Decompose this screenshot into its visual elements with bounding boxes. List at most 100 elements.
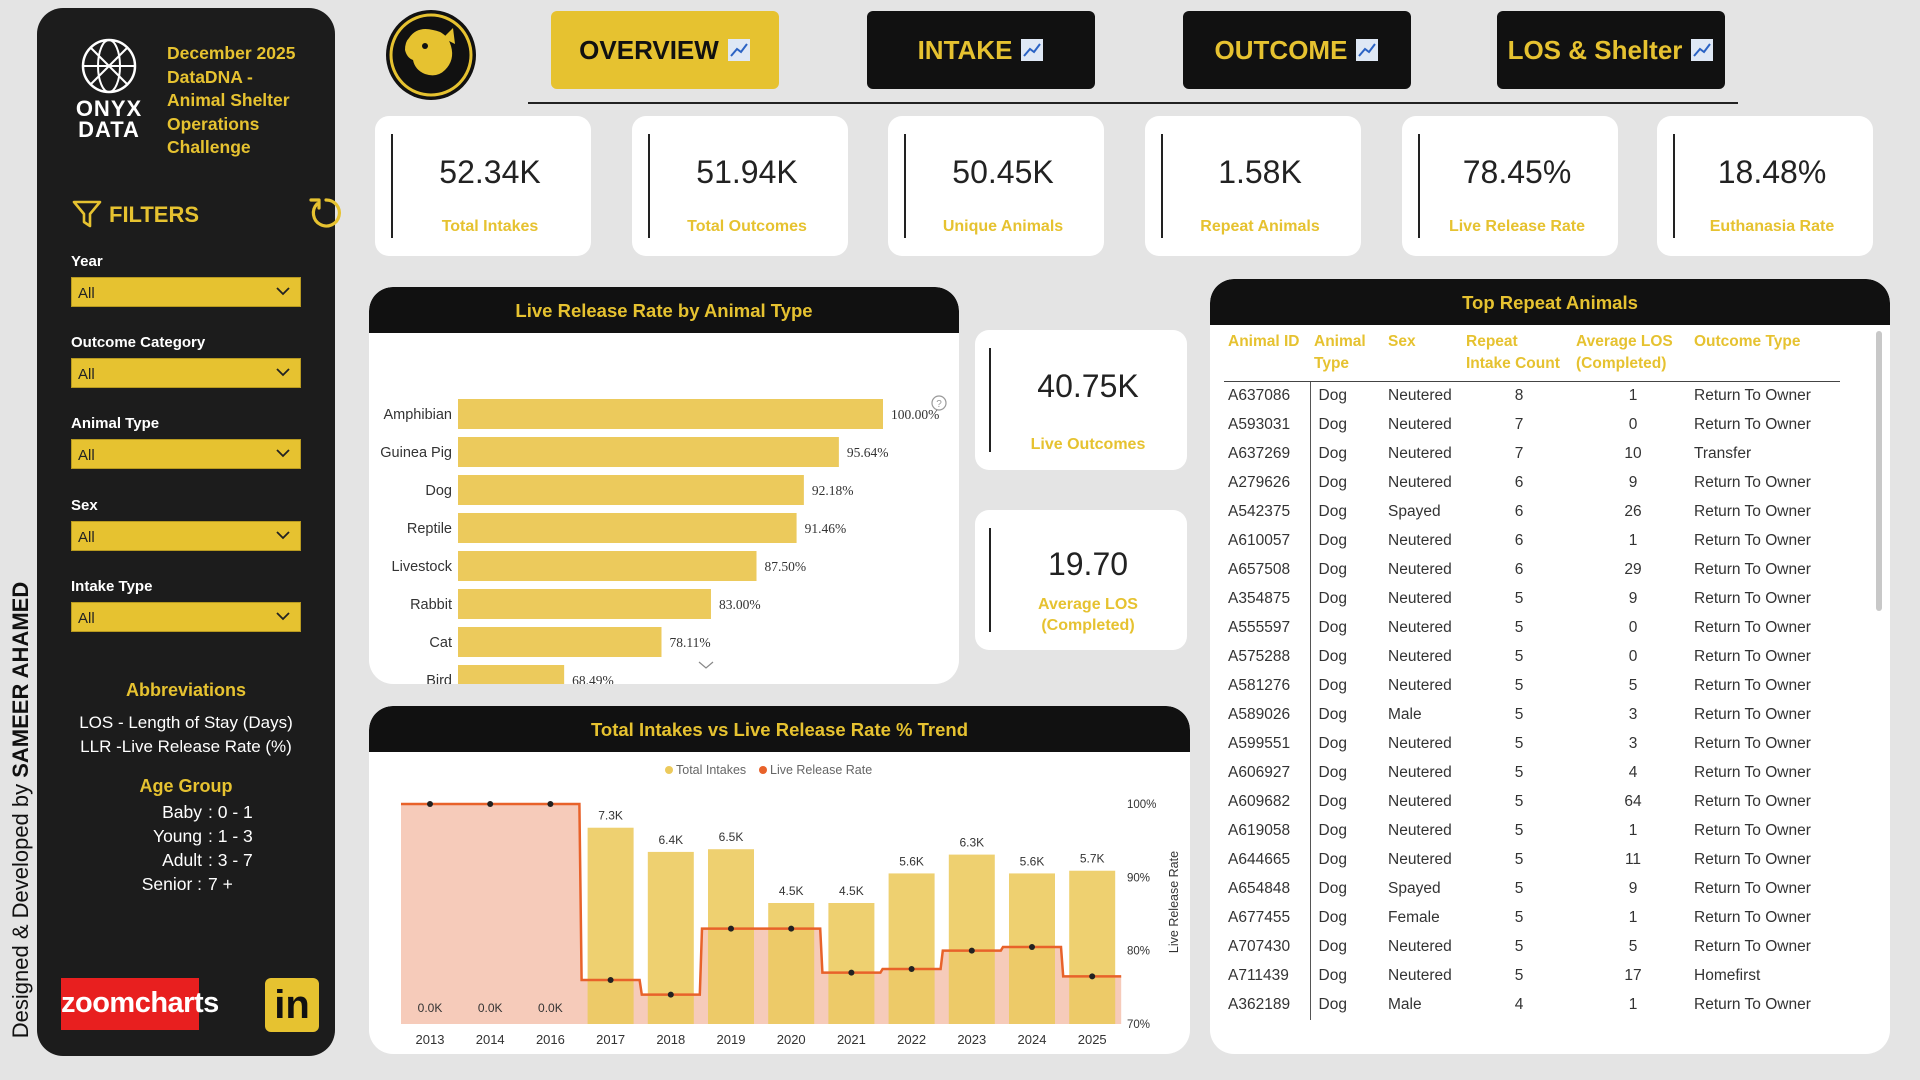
table-row[interactable]: A555597 Dog Neutered 5 0 Return To Owner: [1224, 613, 1840, 643]
llr-point[interactable]: [427, 801, 433, 807]
table-row[interactable]: A606927 Dog Neutered 5 4 Return To Owner: [1224, 758, 1840, 788]
intake-bar[interactable]: [1069, 870, 1116, 1024]
llr-point[interactable]: [968, 947, 975, 954]
linkedin-icon[interactable]: in: [265, 978, 319, 1032]
bar[interactable]: [458, 437, 839, 467]
table-row[interactable]: A581276 Dog Neutered 5 5 Return To Owner: [1224, 671, 1840, 701]
bar-data-label: 5.7K: [1080, 852, 1105, 866]
y2-tick-label: 70%: [1127, 1019, 1150, 1031]
table-cell: 5: [1514, 793, 1524, 810]
tab-los-shelter[interactable]: LOS & Shelter: [1497, 11, 1725, 89]
llr-point[interactable]: [788, 925, 795, 932]
column-header-line: Animal: [1314, 333, 1366, 350]
bar-data-label: 5.6K: [899, 854, 924, 868]
column-header[interactable]: Animal ID: [1224, 325, 1310, 382]
bar-data-label: 83.00%: [719, 597, 761, 612]
table-row[interactable]: A589026 Dog Male 5 3 Return To Owner: [1224, 700, 1840, 730]
challenge-line: DataDNA -: [167, 66, 253, 87]
llr-point[interactable]: [848, 969, 855, 976]
column-header[interactable]: Sex: [1384, 325, 1462, 382]
bar[interactable]: [458, 589, 711, 619]
x-tick-label: 2017: [596, 1032, 625, 1047]
bar-data-label: 6.4K: [658, 833, 683, 847]
table-scrollbar[interactable]: [1876, 331, 1882, 611]
llr-point[interactable]: [908, 966, 915, 972]
table-row[interactable]: A657508 Dog Neutered 6 29 Return To Owner: [1224, 555, 1840, 585]
intake-bar[interactable]: [768, 903, 815, 1024]
year-dropdown[interactable]: All: [71, 277, 301, 307]
table-row[interactable]: A707430 Dog Neutered 5 5 Return To Owner: [1224, 932, 1840, 962]
table-row[interactable]: A575288 Dog Neutered 5 0 Return To Owner: [1224, 642, 1840, 672]
table-cell: 1: [1628, 532, 1638, 549]
table-row[interactable]: A354875 Dog Neutered 5 9 Return To Owner: [1224, 584, 1840, 614]
x-tick-label: 2018: [656, 1032, 685, 1047]
llr-point[interactable]: [547, 801, 554, 807]
llr-point[interactable]: [607, 977, 614, 983]
table-row[interactable]: A637269 Dog Neutered 7 10 Transfer: [1224, 439, 1840, 469]
kpi-label-line: (Completed): [1041, 617, 1135, 634]
table-cell: A606927: [1224, 758, 1311, 788]
intake-bar[interactable]: [587, 827, 634, 1024]
table-row[interactable]: A644665 Dog Neutered 5 11 Return To Owner: [1224, 845, 1840, 875]
help-icon[interactable]: [931, 395, 947, 411]
bar[interactable]: [458, 399, 883, 429]
table-row[interactable]: A599551 Dog Neutered 5 3 Return To Owner: [1224, 729, 1840, 759]
logo-line-2: DATA: [78, 117, 140, 142]
age-group-range: : 1 - 3: [208, 826, 253, 846]
llr-point[interactable]: [487, 801, 494, 807]
column-header[interactable]: Repeat Intake Count: [1462, 325, 1572, 382]
table-row[interactable]: A711439 Dog Neutered 5 17 Homefirst: [1224, 961, 1840, 991]
dropdown-value: All: [78, 529, 95, 546]
intake-bar[interactable]: [828, 903, 875, 1024]
zoomcharts-logo[interactable]: zoomcharts: [61, 978, 219, 1030]
kpi-live-release-rate: 78.45% Live Release Rate: [1402, 116, 1618, 256]
reset-filters-icon[interactable]: [307, 194, 345, 232]
filter-intake-type: Intake Type All: [71, 576, 301, 632]
bar-data-label: 95.64%: [847, 445, 889, 460]
filter-label: Animal Type: [71, 415, 160, 432]
table-row[interactable]: A542375 Dog Spayed 6 26 Return To Owner: [1224, 497, 1840, 527]
column-header-line: Type: [1314, 355, 1350, 372]
intake-type-dropdown[interactable]: All: [71, 602, 301, 632]
filter-animal-type: Animal Type All: [71, 413, 301, 469]
scroll-down-icon[interactable]: [698, 661, 714, 669]
intake-bar[interactable]: [948, 854, 995, 1024]
intake-bar[interactable]: [888, 873, 935, 1024]
column-header[interactable]: Average LOS (Completed): [1572, 325, 1690, 382]
llr-point[interactable]: [667, 991, 674, 998]
column-header[interactable]: Animal Type: [1310, 325, 1384, 382]
table-row[interactable]: A654848 Dog Spayed 5 9 Return To Owner: [1224, 874, 1840, 904]
llr-point[interactable]: [1029, 944, 1035, 950]
bar[interactable]: [458, 475, 804, 505]
intake-bar[interactable]: [708, 849, 754, 1024]
age-group-label: Young: [153, 826, 202, 846]
table-row[interactable]: A362189 Dog Male 4 1 Return To Owner: [1224, 990, 1840, 1020]
sex-dropdown[interactable]: All: [71, 521, 301, 551]
x-tick-label: 2023: [957, 1032, 986, 1047]
dropdown-value: All: [78, 366, 95, 383]
llr-point[interactable]: [728, 925, 734, 932]
table-row[interactable]: A609682 Dog Neutered 5 64 Return To Owner: [1224, 787, 1840, 817]
x-tick-label: 2024: [1018, 1032, 1047, 1047]
tab-overview[interactable]: OVERVIEW: [551, 11, 779, 89]
tab-intake[interactable]: INTAKE: [867, 11, 1095, 89]
outcome-category-dropdown[interactable]: All: [71, 358, 301, 388]
animal-type-dropdown[interactable]: All: [71, 439, 301, 469]
table-row[interactable]: A637086 Dog Neutered 8 1 Return To Owner: [1224, 381, 1840, 411]
tab-outcome[interactable]: OUTCOME: [1183, 11, 1411, 89]
column-header[interactable]: Outcome Type: [1690, 325, 1840, 382]
bar[interactable]: [458, 627, 662, 657]
table-row[interactable]: A279626 Dog Neutered 6 9 Return To Owner: [1224, 468, 1840, 498]
bar[interactable]: [458, 551, 757, 581]
bar[interactable]: [458, 513, 797, 543]
table-cell: Neutered: [1388, 387, 1452, 405]
table-row[interactable]: A619058 Dog Neutered 5 1 Return To Owner: [1224, 816, 1840, 846]
kpi-accent-bar: [648, 134, 650, 238]
legend-swatch: [759, 766, 767, 774]
llr-point[interactable]: [1089, 973, 1096, 980]
bar[interactable]: [458, 665, 565, 684]
table-row[interactable]: A593031 Dog Neutered 7 0 Return To Owner: [1224, 410, 1840, 440]
intake-bar[interactable]: [647, 851, 694, 1024]
table-row[interactable]: A677455 Dog Female 5 1 Return To Owner: [1224, 903, 1840, 933]
table-row[interactable]: A610057 Dog Neutered 6 1 Return To Owner: [1224, 526, 1840, 556]
